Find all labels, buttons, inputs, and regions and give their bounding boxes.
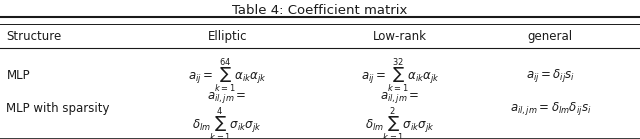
Text: Structure: Structure [6,30,61,43]
Text: $a_{ij} = \sum_{k=1}^{32} \alpha_{ik}\alpha_{jk}$: $a_{ij} = \sum_{k=1}^{32} \alpha_{ik}\al… [360,57,440,95]
Text: $a_{il,jm} = \delta_{lm}\delta_{ij}s_i$: $a_{il,jm} = \delta_{lm}\delta_{ij}s_i$ [509,100,591,117]
Text: MLP with sparsity: MLP with sparsity [6,102,110,115]
Text: $a_{ij} = \sum_{k=1}^{64} \alpha_{ik}\alpha_{jk}$: $a_{ij} = \sum_{k=1}^{64} \alpha_{ik}\al… [188,57,267,95]
Text: $\delta_{lm}\sum_{k=1}^{4} \sigma_{ik}\sigma_{jk}$: $\delta_{lm}\sum_{k=1}^{4} \sigma_{ik}\s… [193,106,262,139]
Text: $a_{il,jm} =$: $a_{il,jm} =$ [380,90,420,105]
Text: MLP: MLP [6,69,30,82]
Text: $a_{il,jm} =$: $a_{il,jm} =$ [207,90,247,105]
Text: Low-rank: Low-rank [373,30,427,43]
Text: $a_{ij} = \delta_{ij}s_i$: $a_{ij} = \delta_{ij}s_i$ [526,67,575,84]
Text: $\delta_{lm}\sum_{k=1}^{2} \sigma_{ik}\sigma_{jk}$: $\delta_{lm}\sum_{k=1}^{2} \sigma_{ik}\s… [365,106,435,139]
Text: Elliptic: Elliptic [207,30,247,43]
Text: Table 4: Coefficient matrix: Table 4: Coefficient matrix [232,4,408,17]
Text: general: general [528,30,573,43]
